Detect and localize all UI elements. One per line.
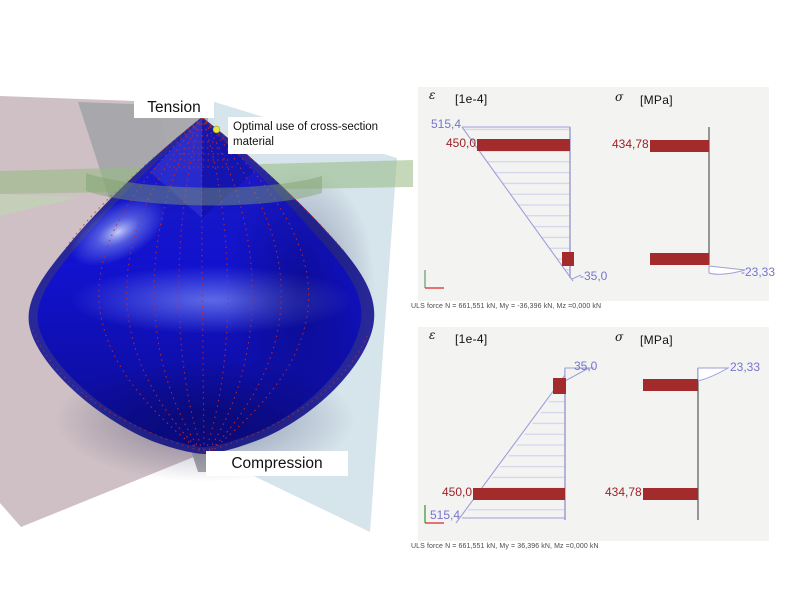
rim-dots [32,117,370,453]
strain-top-value: 35,0 [574,359,598,373]
plane-green-on-body [86,173,322,206]
plane-green-band [0,160,413,216]
concrete-stress-sliver [708,265,746,275]
section-check-panel-top: ε [1e-4] σ [MPa] 515,4 450,0 -35,0 434,7… [418,87,775,301]
apex-layer-dots [169,129,236,168]
uls-force-caption-bottom: ULS force N = 661,551 kN, My = 36,396 kN… [411,543,599,550]
optimal-point-marker [212,125,221,134]
stress-title-unit: [MPa] [640,93,673,107]
strain-stress-diagram-bottom [424,367,730,524]
stress-rebar-value: 434,78 [612,137,649,151]
stress-edge-value: -23,33 [741,265,776,279]
shade-right [225,165,375,405]
interaction-surface-scene: Tension Optimal use of cross-section mat… [0,96,413,532]
stress-rebar-block-bottom [650,253,709,265]
strain-stress-diagram-top [424,126,746,289]
meridian-lines [98,117,310,453]
strain-bottom-value: 515,4 [430,508,461,522]
optimal-annotation: Optimal use of cross-section material [228,117,395,155]
rebar-layer-bottom [473,488,565,500]
rebar-layer-top [553,378,566,394]
strain-title-unit: [1e-4] [455,92,488,106]
strain-title-symbol: ε [429,88,436,102]
stress-rebar-block-top [643,379,698,391]
strain-bottom-tick [571,274,582,280]
strain-title-symbol: ε [429,328,436,342]
compression-label: Compression [206,451,348,476]
interaction-surface-graphic [0,96,413,532]
stress-edge-value: 23,33 [730,360,761,374]
stress-title-symbol: σ [615,90,624,104]
stress-title-symbol: σ [615,330,624,344]
strain-rebar-value: 450,0 [441,485,472,499]
strain-bottom-value: -35,0 [580,269,608,283]
strain-top-value: 515,4 [430,117,461,131]
rebar-layer-top [477,139,570,151]
uls-force-caption-top: ULS force N = 661,551 kN, My = -36,396 k… [411,303,602,310]
stress-rebar-block-top [650,140,709,152]
stress-rebar-block-bottom [643,488,698,500]
strain-rebar-value: 450,0 [445,136,476,150]
stress-rebar-value: 434,78 [605,485,642,499]
strain-hatch-area [462,380,565,518]
rebar-layer-bottom [562,252,574,266]
section-check-panel-bottom: ε [1e-4] σ [MPa] 35,0 450,0 515,4 434,78… [418,327,769,541]
stress-title-unit: [MPa] [640,333,673,347]
tension-label: Tension [134,97,214,118]
strain-diagonal [461,126,574,282]
strain-title-unit: [1e-4] [455,332,488,346]
concrete-stress-sliver [697,367,730,382]
